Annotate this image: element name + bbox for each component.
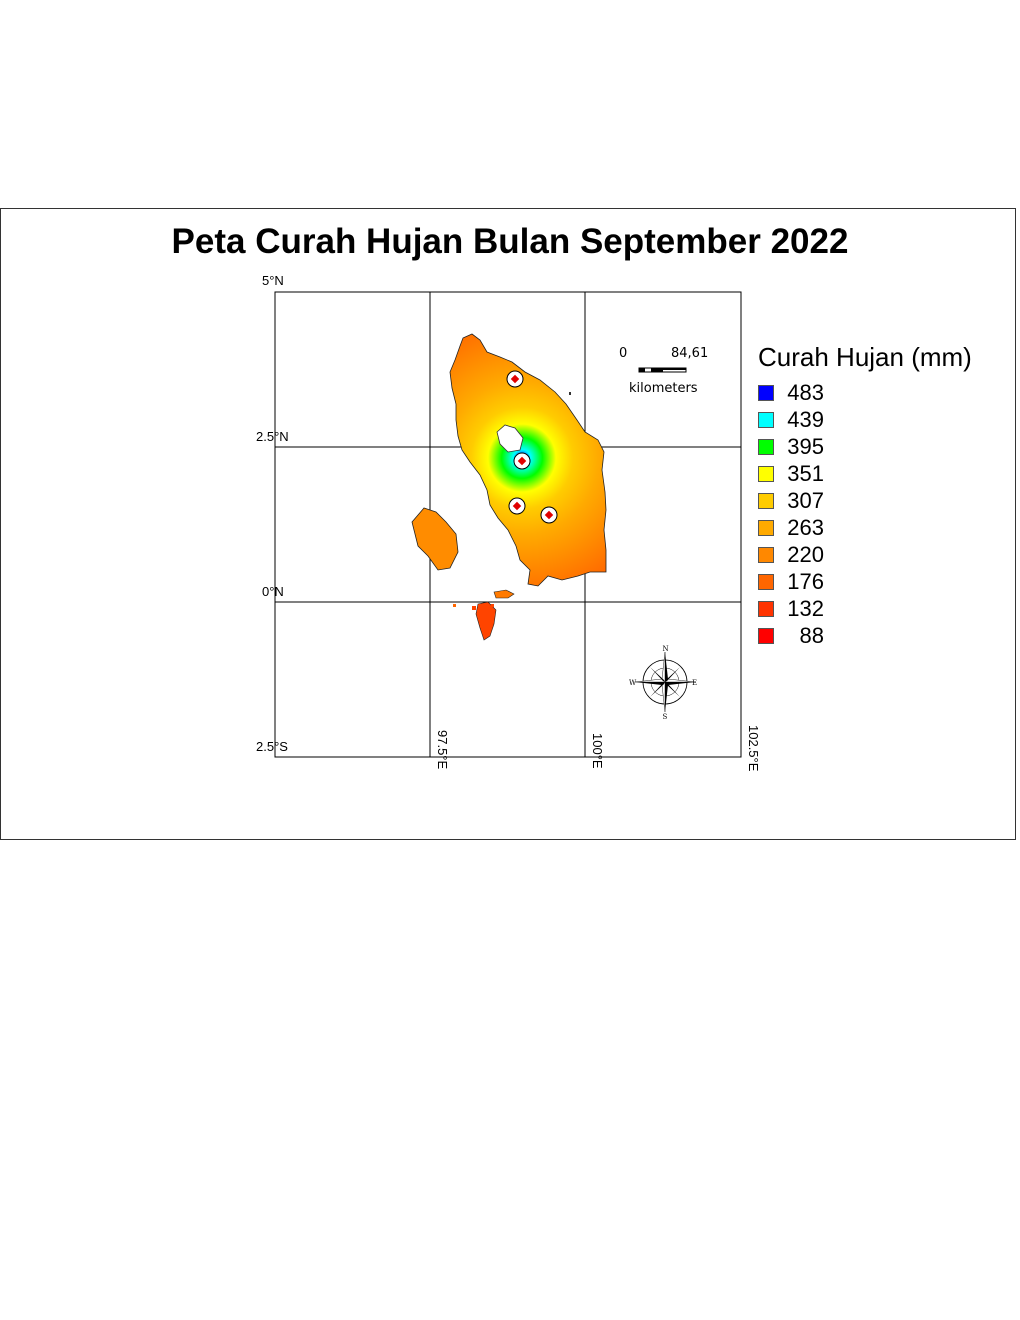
legend-item: 88 bbox=[758, 622, 972, 649]
legend-item: 351 bbox=[758, 460, 972, 487]
legend-label: 88 bbox=[799, 622, 824, 648]
legend-swatch bbox=[758, 438, 774, 455]
map-title: Peta Curah Hujan Bulan September 2022 bbox=[171, 222, 849, 261]
legend-swatch bbox=[758, 519, 774, 536]
islet-3 bbox=[453, 604, 456, 607]
compass-s: S bbox=[663, 713, 668, 721]
legend-label: 263 bbox=[787, 514, 824, 540]
island-small-1 bbox=[493, 589, 515, 599]
legend-label: 220 bbox=[787, 541, 824, 567]
lon-tick-97-5e: 97.5°E bbox=[435, 730, 450, 770]
legend-label: 483 bbox=[787, 379, 824, 405]
islet-2 bbox=[491, 604, 494, 607]
islet-1 bbox=[472, 606, 476, 610]
scale-unit-label: kilometers bbox=[629, 381, 698, 396]
legend-label: 176 bbox=[787, 568, 824, 594]
station-4 bbox=[540, 506, 558, 524]
compass-w: W bbox=[629, 679, 637, 687]
map-frame bbox=[0, 208, 1016, 840]
island-batu bbox=[475, 601, 497, 641]
legend-label: 132 bbox=[787, 595, 824, 621]
legend-item: 132 bbox=[758, 595, 972, 622]
compass-n: N bbox=[663, 645, 669, 653]
lat-tick-0n: 0°N bbox=[262, 584, 284, 599]
legend-swatch bbox=[758, 492, 774, 509]
legend-item: 483 bbox=[758, 379, 972, 406]
legend-swatch bbox=[758, 546, 774, 563]
legend-label: 351 bbox=[787, 460, 824, 486]
legend-swatch bbox=[758, 627, 774, 644]
legend-swatch bbox=[758, 600, 774, 617]
lat-tick-2-5s: 2.5°S bbox=[256, 739, 288, 754]
legend-item: 307 bbox=[758, 487, 972, 514]
legend-label: 307 bbox=[787, 487, 824, 513]
scale-max-label: 84,61 bbox=[671, 346, 709, 361]
lat-tick-2-5n: 2.5°N bbox=[256, 429, 289, 444]
lake-region bbox=[496, 424, 524, 453]
legend-swatch bbox=[758, 411, 774, 428]
station-3 bbox=[508, 497, 526, 515]
legend-label: 395 bbox=[787, 433, 824, 459]
lat-tick-5n: 5°N bbox=[262, 273, 284, 288]
map-grid-border bbox=[274, 291, 742, 758]
legend-items: 483 439 395 351 307 263 220 176 132 88 bbox=[758, 379, 972, 649]
legend-label: 439 bbox=[787, 406, 824, 432]
compass-e: E bbox=[692, 679, 697, 687]
legend-swatch bbox=[758, 465, 774, 482]
legend-item: 220 bbox=[758, 541, 972, 568]
station-2 bbox=[513, 452, 531, 470]
lon-tick-102-5e: 102.5°E bbox=[746, 725, 761, 772]
island-nias bbox=[411, 507, 459, 571]
legend-item: 176 bbox=[758, 568, 972, 595]
legend-item: 263 bbox=[758, 514, 972, 541]
legend: Curah Hujan (mm) 483 439 395 351 307 263 220 17… bbox=[758, 342, 972, 649]
compass-rose-icon: N S E W bbox=[629, 645, 697, 721]
legend-item: 395 bbox=[758, 433, 972, 460]
legend-swatch bbox=[758, 573, 774, 590]
islet-4 bbox=[569, 392, 571, 395]
legend-title: Curah Hujan (mm) bbox=[758, 342, 972, 372]
scale-zero-label: 0 bbox=[619, 346, 628, 361]
legend-swatch bbox=[758, 384, 774, 401]
legend-item: 439 bbox=[758, 406, 972, 433]
lon-tick-100e: 100°E bbox=[590, 733, 605, 769]
station-1 bbox=[506, 370, 524, 388]
scale-bar-graphic bbox=[638, 367, 687, 373]
